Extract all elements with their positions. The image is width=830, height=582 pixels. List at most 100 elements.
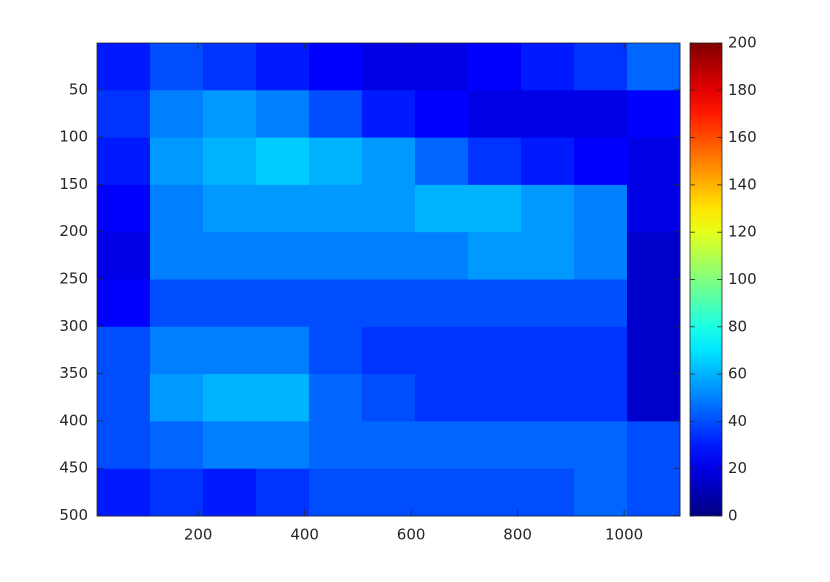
heatmap-cell (468, 90, 522, 139)
colorbar-tick-label: 20 (728, 459, 747, 477)
heatmap-cell (309, 421, 363, 470)
heatmap-cell (150, 232, 204, 280)
heatmap-cell (627, 137, 681, 186)
y-tick-label: 50 (69, 80, 88, 98)
colorbar-tick-label: 80 (728, 317, 747, 335)
colorbar-tick-label: 200 (728, 34, 757, 52)
heatmap-cell (150, 326, 204, 375)
heatmap-cell (468, 279, 522, 328)
heatmap-cell (256, 232, 310, 280)
heatmap-cell (415, 279, 469, 328)
heatmap-cell (574, 184, 628, 233)
heatmap-cell (468, 374, 522, 422)
heatmap-cell (97, 468, 151, 517)
colorbar-tick-label: 180 (728, 81, 757, 99)
heatmap-cell (256, 468, 310, 517)
y-tick-label: 250 (59, 270, 88, 288)
x-tick-label: 200 (184, 526, 213, 544)
y-tick-label: 500 (59, 506, 88, 524)
heatmap-cell (97, 184, 151, 233)
heatmap-cell (309, 184, 363, 233)
heatmap-cell (309, 90, 363, 139)
heatmap-cell (468, 137, 522, 186)
heatmap-cell (309, 232, 363, 280)
colorbar-tick-label: 100 (728, 270, 757, 288)
x-tick-label: 400 (290, 526, 319, 544)
heatmap-cell (627, 232, 681, 280)
y-tick-label: 100 (59, 128, 88, 146)
heatmap-cell (309, 43, 363, 91)
heatmap-cell (574, 326, 628, 375)
y-tick-label: 200 (59, 222, 88, 240)
heatmap-cell (415, 90, 469, 139)
x-tick-label: 600 (397, 526, 426, 544)
heatmap-cell (468, 43, 522, 91)
colorbar-tick-label: 140 (728, 175, 757, 193)
heatmap-cell (97, 374, 151, 422)
heatmap-cell (627, 374, 681, 422)
heatmap-cell (203, 90, 257, 139)
heatmap-cell (150, 421, 204, 470)
heatmap-cell (415, 468, 469, 517)
heatmap-cell (468, 232, 522, 280)
heatmap-cell (468, 421, 522, 470)
heatmap-cell (415, 184, 469, 233)
heatmap-cell (415, 232, 469, 280)
heatmap-cell (256, 421, 310, 470)
colorbar-tick-label: 60 (728, 365, 747, 383)
heatmap-cell (415, 137, 469, 186)
heatmap-cell (97, 326, 151, 375)
colorbar-tick-label: 40 (728, 412, 747, 430)
heatmap-cell (627, 421, 681, 470)
heatmap-cell (574, 90, 628, 139)
heatmap-cell (627, 326, 681, 375)
heatmap-cell (256, 90, 310, 139)
heatmap-cell (521, 468, 575, 517)
heatmap-cell (574, 374, 628, 422)
heatmap-cell (521, 279, 575, 328)
heatmap-cell (362, 232, 416, 280)
heatmap-cell (362, 326, 416, 375)
heatmap-cell (574, 232, 628, 280)
heatmap-cell (256, 374, 310, 422)
heatmap-cell (627, 90, 681, 139)
heatmap-cell (150, 137, 204, 186)
heatmap-cell (150, 90, 204, 139)
heatmap-cell (309, 374, 363, 422)
heatmap-cell (203, 326, 257, 375)
heatmap-cell (97, 43, 151, 91)
heatmap-cell (256, 279, 310, 328)
heatmap-cell (574, 43, 628, 91)
heatmap-cell (468, 326, 522, 375)
heatmap-cell (203, 232, 257, 280)
colorbar-tick-label: 160 (728, 128, 757, 146)
heatmap-cell (521, 90, 575, 139)
heatmap-cell (309, 137, 363, 186)
heatmap-cell (521, 43, 575, 91)
heatmap-cell (150, 279, 204, 328)
heatmap-cell (150, 374, 204, 422)
heatmap-cell (309, 468, 363, 517)
heatmap-cell (521, 421, 575, 470)
heatmap-cell (150, 43, 204, 91)
x-tick-label: 1000 (605, 526, 643, 544)
heatmap-cell (627, 468, 681, 517)
y-tick-label: 150 (59, 175, 88, 193)
heatmap-cell (256, 184, 310, 233)
heatmap-cell (203, 374, 257, 422)
heatmap-cell (150, 184, 204, 233)
heatmap-cell (362, 421, 416, 470)
y-tick-label: 350 (59, 364, 88, 382)
heatmap-cell (415, 43, 469, 91)
heatmap-cell (627, 279, 681, 328)
heatmap-cell (203, 421, 257, 470)
heatmap-cell (97, 279, 151, 328)
heatmap-cell (627, 184, 681, 233)
heatmap-cell (203, 184, 257, 233)
heatmap-cell (256, 326, 310, 375)
heatmap-cell (415, 326, 469, 375)
heatmap-cell (362, 43, 416, 91)
heatmap-cell (362, 279, 416, 328)
heatmap-cell (203, 279, 257, 328)
